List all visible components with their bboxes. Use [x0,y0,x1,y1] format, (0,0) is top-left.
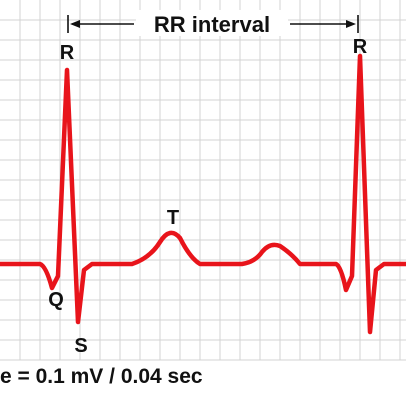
label-r-right: R [353,36,368,58]
rr-interval-marker [67,15,359,33]
rr-arrowhead-left-icon [70,20,80,28]
rr-label-bg [136,10,288,36]
rr-arrowhead-right-icon [346,20,356,28]
ecg-trace [0,53,406,335]
label-t-wave: T [167,207,179,229]
label-r-left: R [60,42,75,64]
label-s-wave: S [74,335,87,357]
rr-interval-label: RR interval [154,12,270,37]
scale-caption: e = 0.1 mV / 0.04 sec [0,365,203,388]
label-q-wave: Q [48,289,64,311]
